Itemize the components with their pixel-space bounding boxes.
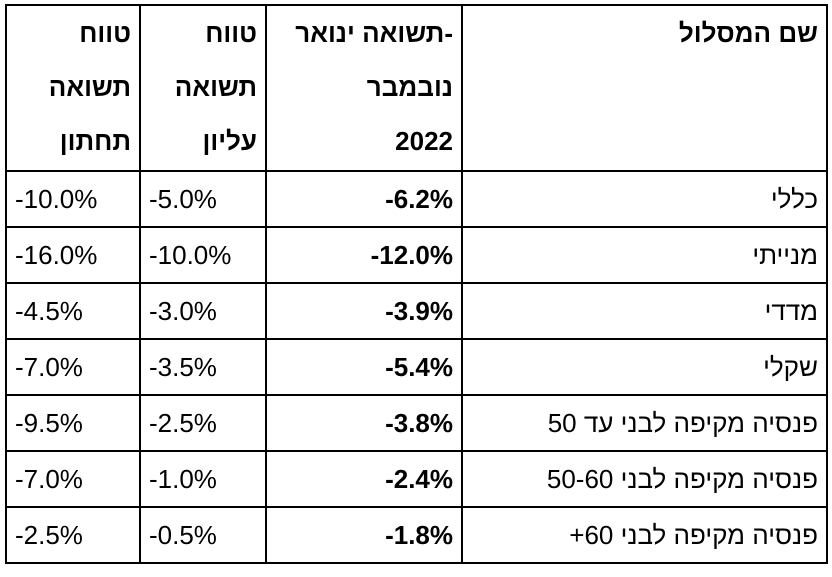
track-name-cell: מדדי (461, 282, 828, 340)
track-name-cell: כללי (461, 170, 828, 228)
ytd-return-cell: -6.2% (265, 170, 463, 228)
upper-range-cell: -3.0% (139, 282, 267, 340)
lower-range-cell: -7.0% (5, 338, 141, 396)
lower-range-cell: -10.0% (5, 170, 141, 228)
ytd-return-cell: -1.8% (265, 506, 463, 564)
ytd-return-cell: -5.4% (265, 338, 463, 396)
upper-range-cell: -1.0% (139, 450, 267, 508)
table-row: -4.5% -3.0% -3.9% מדדי (5, 282, 828, 340)
returns-table: טווח תשואה תחתון טווח תשואה עליון תשואה … (5, 4, 828, 564)
upper-range-cell: -10.0% (139, 226, 267, 284)
table-row: -2.5% -0.5% -1.8% פנסיה מקיפה לבני 60+ (5, 506, 828, 564)
track-name-cell: שקלי (461, 338, 828, 396)
ytd-return-cell: -3.9% (265, 282, 463, 340)
ytd-return-cell: -12.0% (265, 226, 463, 284)
table-row: -7.0% -1.0% -2.4% פנסיה מקיפה לבני 50-60 (5, 450, 828, 508)
table-row: -16.0% -10.0% -12.0% מנייתי (5, 226, 828, 284)
lower-range-cell: -16.0% (5, 226, 141, 284)
upper-range-cell: -0.5% (139, 506, 267, 564)
lower-range-cell: -7.0% (5, 450, 141, 508)
lower-range-cell: -4.5% (5, 282, 141, 340)
track-name-cell: מנייתי (461, 226, 828, 284)
header-track-name: שם המסלול (461, 4, 828, 172)
header-ytd-return: תשואה ינואר- נובמבר 2022 (265, 4, 463, 172)
table-header-row: טווח תשואה תחתון טווח תשואה עליון תשואה … (5, 4, 828, 172)
table-row: -10.0% -5.0% -6.2% כללי (5, 170, 828, 228)
upper-range-cell: -3.5% (139, 338, 267, 396)
track-name-cell: פנסיה מקיפה לבני 60+ (461, 506, 828, 564)
header-lower-range: טווח תשואה תחתון (5, 4, 141, 172)
track-name-cell: פנסיה מקיפה לבני 50-60 (461, 450, 828, 508)
ytd-return-cell: -3.8% (265, 394, 463, 452)
ytd-return-cell: -2.4% (265, 450, 463, 508)
upper-range-cell: -5.0% (139, 170, 267, 228)
track-name-cell: פנסיה מקיפה לבני עד 50 (461, 394, 828, 452)
header-upper-range: טווח תשואה עליון (139, 4, 267, 172)
table-row: -9.5% -2.5% -3.8% פנסיה מקיפה לבני עד 50 (5, 394, 828, 452)
lower-range-cell: -2.5% (5, 506, 141, 564)
lower-range-cell: -9.5% (5, 394, 141, 452)
table-row: -7.0% -3.5% -5.4% שקלי (5, 338, 828, 396)
upper-range-cell: -2.5% (139, 394, 267, 452)
